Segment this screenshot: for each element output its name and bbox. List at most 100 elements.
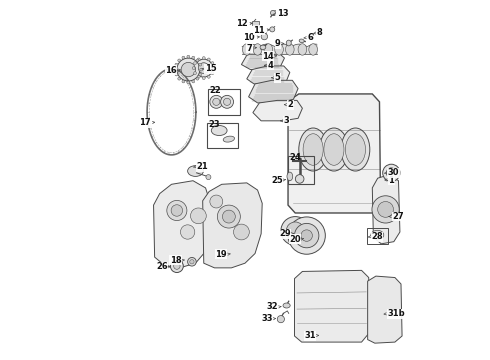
Text: 19: 19 bbox=[216, 250, 227, 259]
Text: 13: 13 bbox=[277, 9, 289, 18]
Circle shape bbox=[181, 62, 196, 77]
Text: 14: 14 bbox=[262, 52, 274, 61]
Text: 15: 15 bbox=[205, 64, 217, 73]
Circle shape bbox=[234, 224, 249, 240]
Text: 5: 5 bbox=[275, 73, 281, 82]
Circle shape bbox=[192, 80, 195, 83]
Ellipse shape bbox=[188, 166, 203, 176]
Circle shape bbox=[218, 205, 240, 228]
Circle shape bbox=[194, 62, 196, 64]
Polygon shape bbox=[242, 51, 285, 69]
Circle shape bbox=[211, 62, 214, 64]
Circle shape bbox=[220, 95, 234, 108]
Circle shape bbox=[378, 202, 393, 217]
Circle shape bbox=[207, 75, 210, 78]
Circle shape bbox=[199, 63, 202, 66]
Ellipse shape bbox=[287, 172, 293, 181]
Bar bbox=[288, 156, 314, 184]
Ellipse shape bbox=[319, 128, 348, 171]
Ellipse shape bbox=[264, 44, 272, 55]
Circle shape bbox=[197, 58, 200, 61]
Circle shape bbox=[383, 164, 400, 181]
Ellipse shape bbox=[324, 134, 344, 165]
Ellipse shape bbox=[303, 134, 323, 165]
Text: 31: 31 bbox=[304, 331, 316, 340]
Circle shape bbox=[180, 225, 195, 239]
Circle shape bbox=[210, 95, 223, 108]
Text: 20: 20 bbox=[289, 235, 300, 244]
Circle shape bbox=[200, 68, 203, 71]
Polygon shape bbox=[368, 276, 402, 343]
Ellipse shape bbox=[298, 44, 307, 55]
Circle shape bbox=[171, 205, 183, 216]
Circle shape bbox=[178, 59, 181, 62]
Text: 3: 3 bbox=[284, 116, 290, 125]
Circle shape bbox=[182, 80, 185, 83]
Text: 30: 30 bbox=[388, 168, 399, 177]
Circle shape bbox=[192, 67, 195, 69]
Text: 28: 28 bbox=[371, 232, 383, 241]
Circle shape bbox=[174, 68, 177, 71]
Text: 25: 25 bbox=[271, 176, 283, 185]
Circle shape bbox=[175, 63, 178, 66]
Ellipse shape bbox=[253, 44, 262, 55]
Circle shape bbox=[182, 56, 185, 59]
Polygon shape bbox=[153, 181, 210, 268]
Circle shape bbox=[261, 33, 268, 40]
Circle shape bbox=[187, 55, 190, 58]
Circle shape bbox=[270, 27, 275, 32]
Text: 24: 24 bbox=[290, 153, 301, 162]
Circle shape bbox=[199, 73, 202, 76]
Circle shape bbox=[202, 77, 205, 80]
Circle shape bbox=[288, 217, 325, 254]
Circle shape bbox=[198, 63, 209, 73]
Circle shape bbox=[171, 260, 183, 273]
Polygon shape bbox=[203, 183, 262, 268]
Circle shape bbox=[223, 98, 231, 105]
Polygon shape bbox=[247, 66, 290, 84]
Text: 18: 18 bbox=[170, 256, 181, 265]
Circle shape bbox=[194, 72, 196, 75]
Circle shape bbox=[196, 77, 199, 80]
Circle shape bbox=[286, 222, 304, 240]
Text: 29: 29 bbox=[279, 229, 291, 238]
Ellipse shape bbox=[286, 44, 294, 55]
Ellipse shape bbox=[308, 35, 313, 39]
Polygon shape bbox=[248, 80, 298, 103]
Text: 22: 22 bbox=[210, 86, 221, 95]
Circle shape bbox=[301, 230, 313, 241]
Circle shape bbox=[173, 263, 180, 269]
Text: 7: 7 bbox=[246, 44, 252, 53]
Circle shape bbox=[212, 67, 215, 69]
Text: 21: 21 bbox=[196, 162, 208, 171]
Polygon shape bbox=[372, 175, 400, 244]
Circle shape bbox=[178, 77, 181, 80]
Polygon shape bbox=[288, 94, 381, 213]
Circle shape bbox=[213, 98, 220, 105]
Polygon shape bbox=[253, 100, 302, 121]
Circle shape bbox=[188, 257, 196, 266]
Polygon shape bbox=[294, 270, 368, 342]
Circle shape bbox=[177, 58, 200, 81]
Text: 4: 4 bbox=[268, 61, 273, 70]
Circle shape bbox=[167, 201, 187, 221]
Circle shape bbox=[211, 72, 214, 75]
Text: 1: 1 bbox=[389, 176, 394, 185]
Ellipse shape bbox=[299, 128, 327, 171]
Circle shape bbox=[206, 175, 211, 180]
Ellipse shape bbox=[243, 44, 251, 55]
Circle shape bbox=[277, 316, 285, 323]
Circle shape bbox=[202, 57, 205, 59]
Circle shape bbox=[192, 56, 195, 59]
Circle shape bbox=[222, 210, 235, 223]
Text: 16: 16 bbox=[165, 66, 177, 75]
Text: 26: 26 bbox=[156, 262, 168, 271]
Circle shape bbox=[372, 196, 399, 223]
Text: 23: 23 bbox=[208, 120, 220, 129]
Bar bbox=[208, 89, 240, 116]
Bar bbox=[207, 123, 238, 148]
Bar bbox=[252, 22, 259, 25]
Circle shape bbox=[197, 75, 200, 78]
Ellipse shape bbox=[275, 44, 283, 55]
Ellipse shape bbox=[341, 128, 370, 171]
